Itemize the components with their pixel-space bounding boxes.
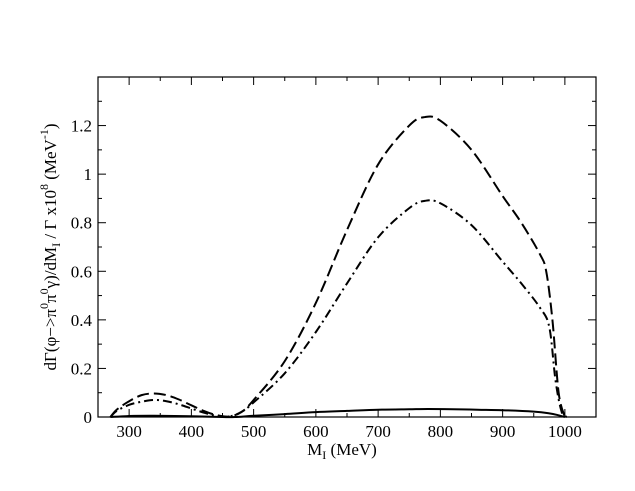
x-tick-label: 800 bbox=[428, 422, 454, 441]
x-tick-label: 300 bbox=[116, 422, 142, 441]
x-tick-label: 500 bbox=[241, 422, 267, 441]
y-axis-title: dΓ(φ−>π0π0γ)/dMI / Γ x108 (MeV-1) bbox=[37, 123, 63, 370]
y-tick-label: 0.8 bbox=[71, 214, 92, 233]
plot-frame bbox=[97, 76, 597, 418]
y-tick-label: 0 bbox=[84, 408, 93, 427]
x-tick-label: 600 bbox=[303, 422, 329, 441]
x-tick-label: 1000 bbox=[548, 422, 582, 441]
y-tick-label: 0.2 bbox=[71, 359, 92, 378]
x-tick-label: 400 bbox=[179, 422, 205, 441]
series-line-dashed bbox=[109, 115, 566, 418]
series-line-solid bbox=[110, 407, 566, 419]
x-axis-title: MI (MeV) bbox=[307, 440, 377, 462]
y-tick-label: 1 bbox=[84, 165, 93, 184]
y-tick-label: 0.4 bbox=[71, 311, 93, 330]
series-group bbox=[109, 115, 569, 419]
ticks: 300 400 500 600 700 800 900 1000 0 0.2 0.4 0.6 0.8 1 1… bbox=[71, 77, 597, 441]
y-tick-label: 0.6 bbox=[71, 262, 92, 281]
x-tick-label: 900 bbox=[490, 422, 516, 441]
series-line-dash-dot bbox=[109, 199, 569, 418]
y-tick-label: 1.2 bbox=[71, 117, 92, 136]
x-tick-label: 700 bbox=[365, 422, 391, 441]
